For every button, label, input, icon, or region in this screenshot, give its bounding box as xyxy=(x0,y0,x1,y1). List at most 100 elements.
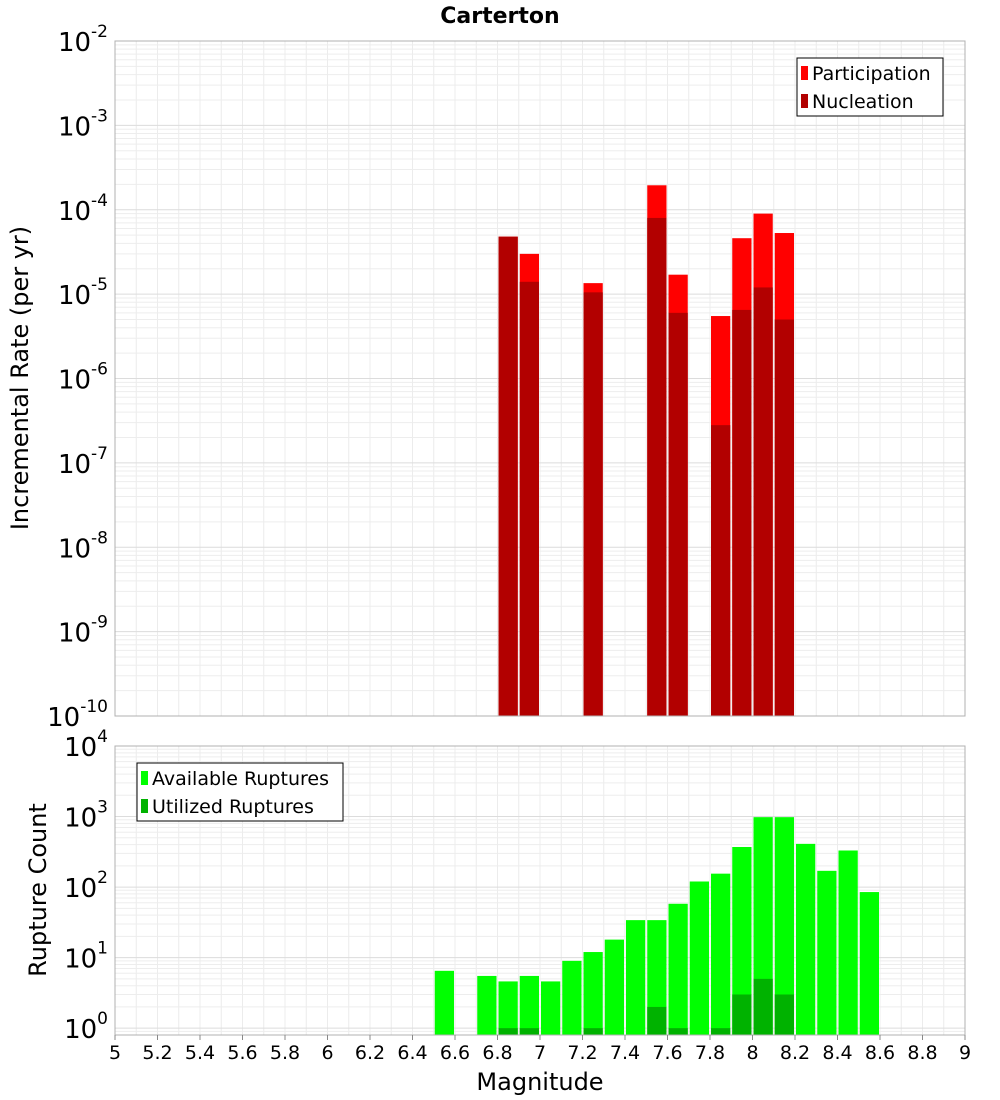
x-tick-label: 7.4 xyxy=(610,1042,640,1064)
count-y-tick-base: 10 xyxy=(64,733,97,763)
count-bar xyxy=(647,920,667,1035)
count-series-primary xyxy=(434,817,879,1035)
rate-bar xyxy=(668,312,688,716)
count-bar xyxy=(796,843,816,1035)
x-tick-label: 6.6 xyxy=(440,1042,470,1064)
count-legend-swatch xyxy=(141,799,148,813)
count-y-tick-label: 100 xyxy=(64,1009,108,1045)
rate-legend: Participation Nucleation xyxy=(796,57,944,117)
rate-bar xyxy=(711,425,731,716)
rate-legend-swatch xyxy=(801,94,808,108)
count-bar xyxy=(668,903,688,1035)
rate-grid xyxy=(114,41,966,717)
count-y-tick-base: 10 xyxy=(64,945,97,975)
count-bar xyxy=(541,981,561,1035)
x-tick-label: 5.8 xyxy=(270,1042,300,1064)
rate-bar xyxy=(732,309,752,716)
rate-y-tick-label: 10-6 xyxy=(58,360,108,396)
count-y-tick-label: 104 xyxy=(64,727,108,763)
rate-y-tick-label: 10-10 xyxy=(47,697,108,733)
count-y-tick-exponent: 2 xyxy=(97,868,108,888)
count-y-tick-base: 10 xyxy=(64,1015,97,1045)
rate-y-tick-exponent: -3 xyxy=(91,106,108,126)
rate-bar xyxy=(774,319,794,716)
count-bar xyxy=(711,1028,731,1035)
top-y-axis-label: Incremental Rate (per yr) xyxy=(6,226,34,530)
rate-y-tick-base: 10 xyxy=(58,197,91,227)
count-y-tick-exponent: 1 xyxy=(97,939,108,959)
rate-legend-label: Participation xyxy=(812,63,931,85)
count-bar xyxy=(562,960,582,1035)
x-tick-label: 5.2 xyxy=(142,1042,172,1064)
count-bar xyxy=(519,975,539,1035)
x-tick-label: 6.4 xyxy=(397,1042,427,1064)
x-tick-label: 7.8 xyxy=(695,1042,725,1064)
count-y-tick-base: 10 xyxy=(64,804,97,834)
rate-y-tick-base: 10 xyxy=(58,619,91,649)
chart-title: Carterton xyxy=(440,4,559,29)
x-axis-label: Magnitude xyxy=(476,1068,603,1096)
rate-y-tick-base: 10 xyxy=(47,703,80,733)
count-legend: Available Ruptures Utilized Ruptures xyxy=(136,762,344,822)
count-bar xyxy=(626,920,646,1035)
count-bar xyxy=(583,1028,603,1035)
rate-y-tick-exponent: -2 xyxy=(91,22,108,42)
rate-y-tick-base: 10 xyxy=(58,28,91,58)
count-series-secondary xyxy=(498,978,794,1035)
count-bar xyxy=(498,981,518,1035)
count-legend-swatch xyxy=(141,771,148,785)
x-tick-label: 8.2 xyxy=(780,1042,810,1064)
count-y-tick-label: 103 xyxy=(64,798,108,834)
rate-y-tick-label: 10-9 xyxy=(58,613,108,649)
x-tick-label: 7 xyxy=(534,1042,546,1064)
x-ticks: 5 5.2 5.4 5.6 5.8 6 6.2 6.4 6.6 6.8 7 7.2 7.4 7.6 7.8 8… xyxy=(109,1035,971,1064)
rate-bar xyxy=(519,281,539,716)
count-bar xyxy=(753,978,773,1035)
rate-y-tick-label: 10-4 xyxy=(58,191,108,227)
rate-bar xyxy=(647,217,667,716)
rate-series-secondary xyxy=(498,217,794,716)
count-bar xyxy=(732,847,752,1035)
x-tick-label: 9 xyxy=(959,1042,971,1064)
x-tick-label: 8.4 xyxy=(822,1042,852,1064)
rate-plot-frame xyxy=(114,40,966,717)
rate-bar xyxy=(753,287,773,716)
count-bar xyxy=(477,975,497,1035)
count-bar xyxy=(434,970,454,1035)
x-tick-label: 8.8 xyxy=(907,1042,937,1064)
rate-y-tick-exponent: -6 xyxy=(91,360,108,380)
x-tick-label: 5.4 xyxy=(185,1042,215,1064)
rate-y-tick-label: 10-8 xyxy=(58,528,108,564)
count-bar xyxy=(647,1006,667,1035)
x-tick-label: 8.6 xyxy=(865,1042,895,1064)
count-bar xyxy=(859,892,879,1035)
rate-legend-box xyxy=(796,57,944,117)
x-tick-label: 6 xyxy=(321,1042,333,1064)
rate-y-tick-base: 10 xyxy=(58,281,91,311)
rate-y-tick-base: 10 xyxy=(58,366,91,396)
count-bar xyxy=(817,870,837,1035)
rate-y-tick-base: 10 xyxy=(58,534,91,564)
rate-y-tick-label: 10-7 xyxy=(58,444,108,480)
count-legend-label: Utilized Ruptures xyxy=(152,796,314,818)
count-bar xyxy=(774,817,794,1035)
rate-legend-swatch xyxy=(801,66,808,80)
count-bar xyxy=(838,850,858,1035)
count-bar xyxy=(774,994,794,1035)
rate-bar xyxy=(498,236,518,716)
count-bar xyxy=(668,1028,688,1035)
rate-y-tick-base: 10 xyxy=(58,450,91,480)
rate-y-tick-exponent: -10 xyxy=(80,697,108,717)
rate-legend-label: Nucleation xyxy=(812,91,914,113)
x-tick-label: 5 xyxy=(109,1042,121,1064)
x-tick-label: 7.6 xyxy=(652,1042,682,1064)
count-y-tick-exponent: 4 xyxy=(97,727,108,747)
rate-bar xyxy=(583,292,603,716)
count-y-tick-exponent: 3 xyxy=(97,798,108,818)
x-tick-label: 8 xyxy=(746,1042,758,1064)
count-y-tick-base: 10 xyxy=(64,874,97,904)
x-tick-label: 6.2 xyxy=(355,1042,385,1064)
count-bar xyxy=(498,1028,518,1035)
